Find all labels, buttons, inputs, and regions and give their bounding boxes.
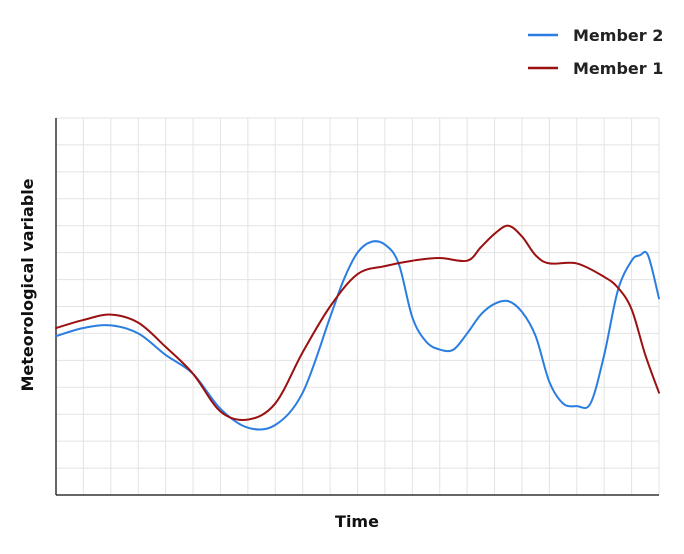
legend-label-member-2: Member 2 xyxy=(573,26,663,45)
legend: Member 2 Member 1 xyxy=(528,26,663,78)
series-line-member-2 xyxy=(55,240,660,431)
legend-item-member-2: Member 2 xyxy=(528,26,663,45)
series-layer xyxy=(55,224,660,431)
y-axis-title: Meteorological variable xyxy=(18,178,37,391)
axes xyxy=(55,118,659,496)
legend-item-member-1: Member 1 xyxy=(528,59,663,78)
grid-lines xyxy=(56,117,660,495)
x-axis-title: Time xyxy=(335,512,379,531)
legend-label-member-1: Member 1 xyxy=(573,59,663,78)
series-line-member-1 xyxy=(55,224,660,421)
